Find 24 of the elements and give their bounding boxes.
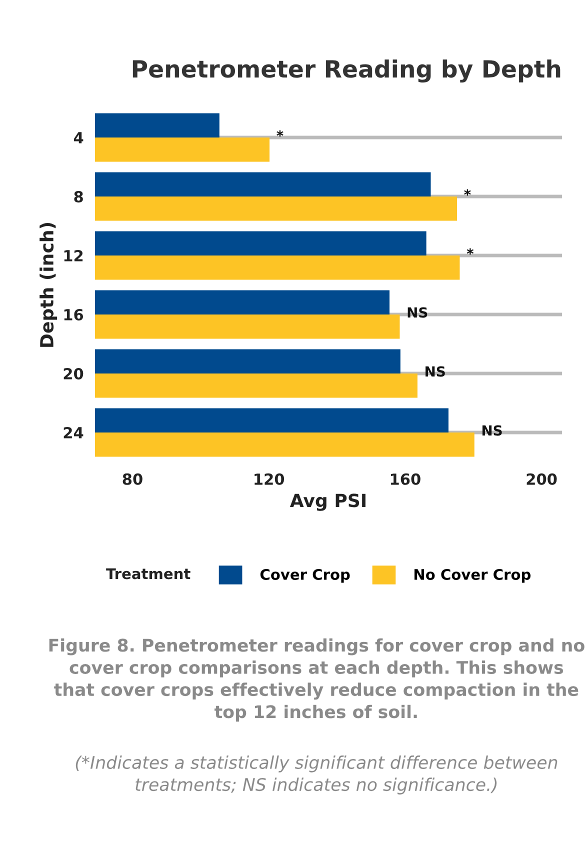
text: (*Indicates a statistically significant difference between treatments; NS indicates no significance.) [76,756,558,794]
y-tick-label: 16 [64,308,84,321]
x-axis-title: Avg PSI [290,494,366,511]
annotation: NS [426,366,445,377]
legend-label: Cover Crop [260,568,350,583]
annotation: * [466,248,474,255]
y-tick-label: 24 [64,426,84,438]
legend-title: Treatment [106,568,190,580]
y-tick-label: 4 [74,132,84,144]
annotation: NS [408,307,428,318]
caption: Figure 8. Penetrometer readings for cover crop and no cover crop comparisons at each depth. This shows that cover crops effectively reduce compaction in the top 12 inches of soil. [49,638,584,722]
annotation: * [276,130,284,137]
x-tick-label: 80 [122,473,142,485]
legend-label: No Cover Crop [414,568,531,583]
y-tick-label: 12 [64,250,83,262]
annotation: * [464,189,471,196]
x-tick-label: 120 [254,473,284,485]
chart-title: Penetrometer Reading by Depth [132,60,560,83]
x-tick-label: 200 [526,473,557,485]
x-tick-label: 160 [390,473,420,485]
y-axis-title: Depth (inch) [40,223,58,347]
y-tick-label: 20 [64,368,84,380]
y-tick-label: 8 [74,190,83,203]
annotation: NS [482,425,502,436]
